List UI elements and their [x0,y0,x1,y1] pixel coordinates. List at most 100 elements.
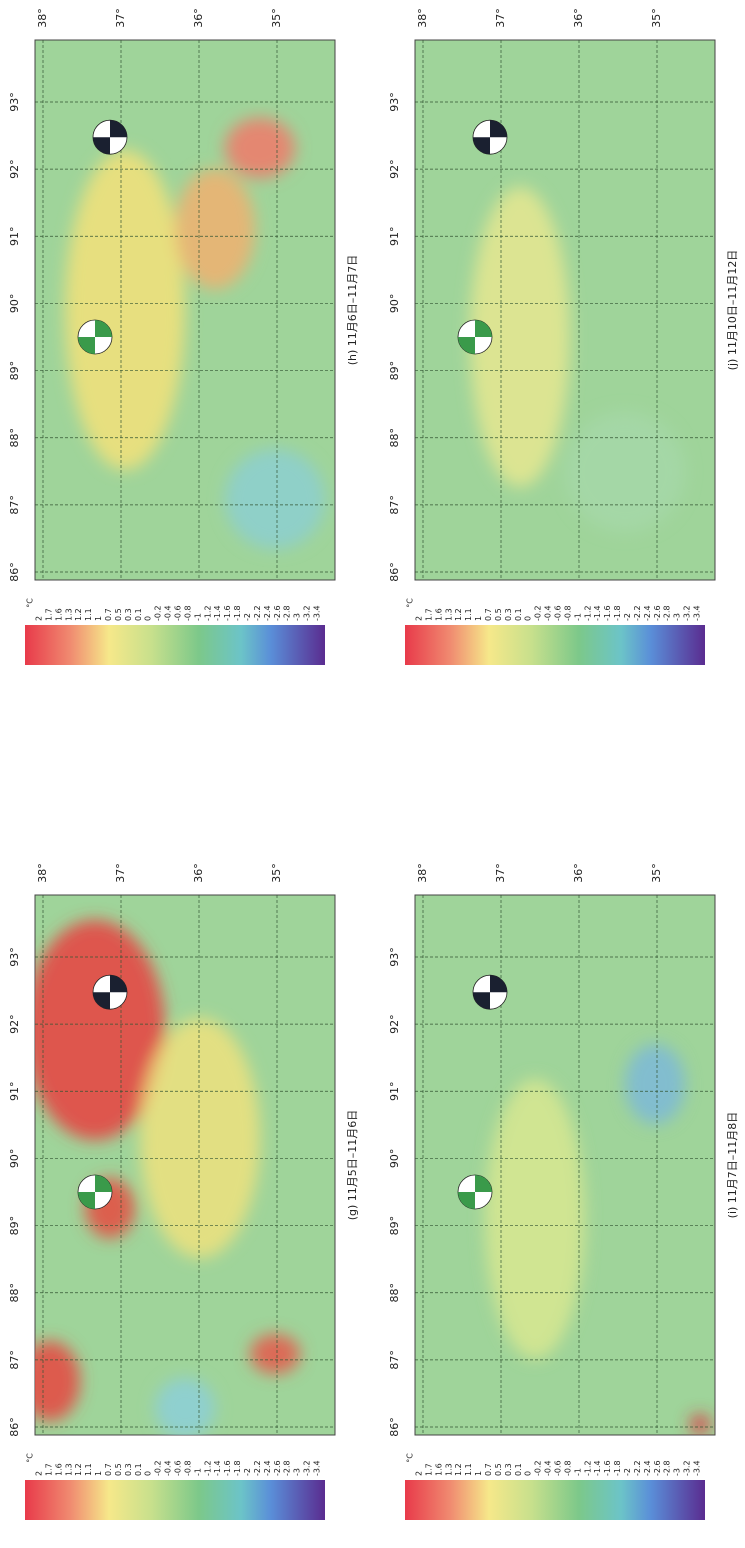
colorbar-label: -0.8 [563,605,572,621]
colorbar-label: -2.2 [633,1460,642,1476]
colorbar-label: -1.2 [203,605,212,621]
colorbar-label: -0.6 [174,1460,183,1476]
colorbar-label: -1 [193,613,202,621]
colorbar-label: 1.3 [64,608,73,621]
colorbar-label: -3.2 [683,1460,692,1476]
longitude-label: 93° [388,92,401,112]
longitude-label: 93° [8,92,21,112]
latitude-label: 38° [416,863,429,883]
colorbar-label: -2.6 [273,605,282,621]
colorbar-label: -0.4 [164,1460,173,1476]
latitude-label: 36° [192,8,205,28]
longitude-label: 92° [388,159,401,179]
colorbar-label: -2.8 [283,1460,292,1476]
anomaly-patch [485,1079,585,1359]
longitude-label: 89° [8,361,21,381]
colorbar-label: 0.3 [504,1463,513,1476]
latitude-label: 38° [36,8,49,28]
colorbar-label: -2.2 [253,1460,262,1476]
colorbar-label: -2.8 [663,1460,672,1476]
colorbar-label: -1.2 [583,605,592,621]
longitude-label: 86° [388,562,401,582]
colorbar-label: 0.7 [104,608,113,621]
latitude-label: 35° [270,863,283,883]
colorbar-label: 0.3 [124,608,133,621]
colorbar-label: -3.2 [303,1460,312,1476]
colorbar-unit: °C [406,598,415,608]
colorbar-label: 0 [524,1471,533,1476]
colorbar-label: -1.6 [603,1460,612,1476]
colorbar-label: -1.4 [593,605,602,621]
colorbar-label: -0.8 [563,1460,572,1476]
colorbar-label: -3.2 [303,605,312,621]
colorbar-label: 1.6 [434,1463,443,1476]
colorbar-label: -1.2 [583,1460,592,1476]
colorbar-label: -0.2 [154,605,163,621]
colorbar-label: 1.1 [84,1463,93,1476]
colorbar-label: 1 [94,616,103,621]
colorbar-label: -1.6 [603,605,612,621]
colorbar-label: 0.3 [504,608,513,621]
colorbar-label: -2 [623,1468,632,1476]
latitude-label: 37° [494,863,507,883]
colorbar-label: 1.2 [454,1463,463,1476]
colorbar-label: -1.2 [203,1460,212,1476]
colorbar-label: 1.6 [54,608,63,621]
colorbar-label: 0.5 [114,1463,123,1476]
colorbar-label: 1.7 [424,1463,433,1476]
colorbar-label: -2.4 [263,605,272,621]
longitude-label: 91° [388,1082,401,1102]
longitude-label: 89° [388,1216,401,1236]
colorbar-label: 2 [415,616,424,621]
colorbar-label: -0.4 [544,1460,553,1476]
colorbar-label: -2.6 [653,1460,662,1476]
latitude-label: 38° [36,863,49,883]
colorbar-label: 1 [94,1471,103,1476]
colorbar-label: 1.2 [74,608,83,621]
colorbar-label: -1.6 [223,605,232,621]
panel-caption: (h) 11月6日–11月7日 [346,255,359,366]
anomaly-patch [140,1018,260,1258]
colorbar-label: -3 [673,613,682,621]
latitude-label: 36° [572,863,585,883]
colorbar-label: 0.1 [134,1463,143,1476]
anomaly-patch [565,412,685,532]
colorbar-label: -0.6 [554,605,563,621]
anomaly-patch [625,1044,685,1124]
colorbar-label: -1.4 [213,1460,222,1476]
latitude-label: 35° [270,8,283,28]
map-panel [405,40,715,665]
latitude-label: 37° [114,8,127,28]
colorbar-label: -2.8 [663,605,672,621]
colorbar-label: 1.3 [64,1463,73,1476]
latitude-label: 38° [416,8,429,28]
map-panel [20,895,335,1520]
latitude-label: 35° [650,863,663,883]
longitude-label: 87° [8,1350,21,1370]
colorbar-label: 0.7 [484,608,493,621]
longitude-label: 88° [8,1283,21,1303]
colorbar-label: 1.3 [444,1463,453,1476]
longitude-label: 90° [8,294,21,314]
colorbar-unit: °C [26,598,35,608]
colorbar-label: 0 [144,616,153,621]
colorbar-label: 1.7 [44,1463,53,1476]
colorbar-label: 2 [415,1471,424,1476]
colorbar-label: -0.6 [554,1460,563,1476]
colorbar-label: 0.3 [124,1463,133,1476]
colorbar-label: -1.4 [213,605,222,621]
longitude-label: 92° [8,1014,21,1034]
colorbar-label: -1.6 [223,1460,232,1476]
colorbar-label: 0.1 [514,608,523,621]
longitude-label: 92° [388,1014,401,1034]
panel-caption: (g) 11月5日–11月6日 [346,1110,359,1221]
anomaly-patch [225,449,325,549]
map-panel [25,40,335,665]
colorbar-label: -2.6 [653,605,662,621]
colorbar-label: -1 [193,1468,202,1476]
colorbar-label: -3 [293,1468,302,1476]
longitude-label: 89° [388,361,401,381]
colorbar-label: -3.4 [313,605,322,621]
colorbar-label: -0.2 [534,605,543,621]
colorbar [405,1480,705,1520]
